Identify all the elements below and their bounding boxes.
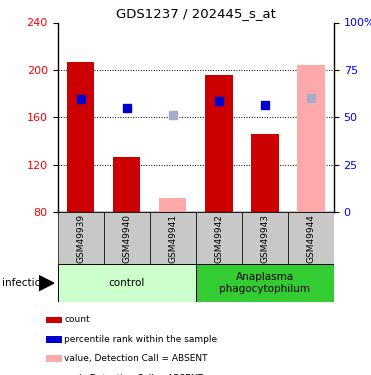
Text: Anaplasma
phagocytophilum: Anaplasma phagocytophilum [219,272,310,294]
Bar [196,212,242,264]
Bar [251,134,279,212]
Text: GSM49943: GSM49943 [260,214,269,262]
Bar [159,198,187,212]
Bar [242,212,288,264]
Bar [46,336,62,343]
Text: percentile rank within the sample: percentile rank within the sample [64,335,217,344]
Bar [150,212,196,264]
Bar [288,212,334,264]
Title: GDS1237 / 202445_s_at: GDS1237 / 202445_s_at [116,7,276,20]
Text: control: control [108,278,145,288]
Bar [104,212,150,264]
Bar [58,264,196,302]
Text: GSM49940: GSM49940 [122,214,131,262]
Bar [58,212,104,264]
Bar [297,65,325,212]
Bar [196,264,334,302]
Bar [67,62,94,212]
Bar [113,158,141,212]
Text: count: count [64,315,90,324]
Text: infection: infection [2,278,47,288]
Text: value, Detection Call = ABSENT: value, Detection Call = ABSENT [64,354,208,363]
Text: GSM49939: GSM49939 [76,214,85,262]
Bar [46,355,62,362]
Bar [205,75,233,212]
Bar [46,316,62,323]
Text: GSM49941: GSM49941 [168,214,177,262]
Polygon shape [39,276,54,291]
Text: rank, Detection Call = ABSENT: rank, Detection Call = ABSENT [64,374,203,375]
Text: GSM49944: GSM49944 [306,214,315,262]
Text: GSM49942: GSM49942 [214,214,223,262]
